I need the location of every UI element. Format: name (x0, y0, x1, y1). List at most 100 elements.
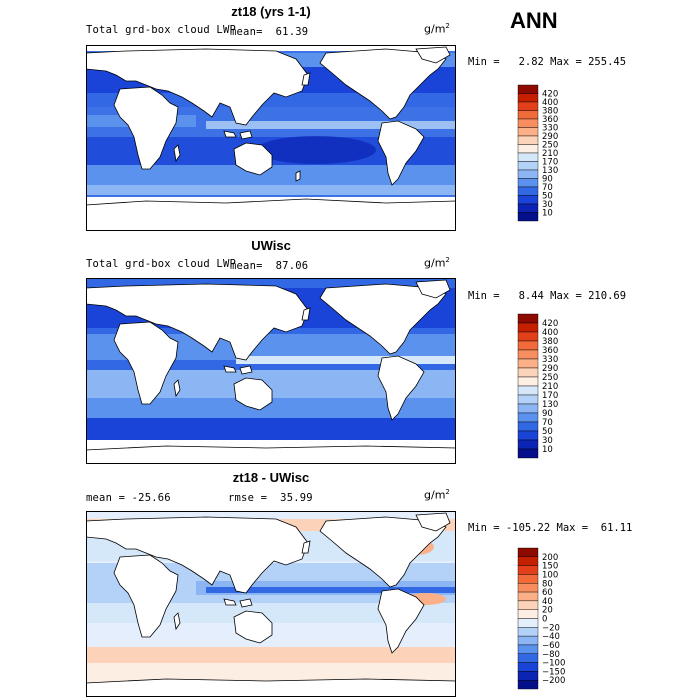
colorbar-swatch (517, 340, 539, 351)
colorbar-tick-label: 50 (542, 192, 553, 202)
colorbar-swatches-model (517, 84, 539, 222)
colorbar-swatch (517, 331, 539, 342)
colorbar-tick-label: 210 (542, 149, 558, 159)
minmax-label-diff: Min = -105.22 Max = 61.11 (468, 522, 633, 534)
colorbar-tick-label: 250 (542, 141, 558, 151)
mean-label-model: mean= 61.39 (230, 26, 309, 38)
colorbar-tick-label: 0 (542, 615, 547, 625)
colorbar-tick-label: −200 (542, 676, 565, 686)
colorbar-tick-label: 10 (542, 445, 553, 455)
colorbar-swatch (517, 662, 539, 672)
panel-title-model: zt18 (yrs 1-1) (231, 4, 311, 19)
units-label-model: g/m2 (424, 22, 450, 36)
panel-title-diff: zt18 - UWisc (232, 470, 310, 485)
panel-title-obs: UWisc (251, 238, 291, 253)
colorbar-swatch (517, 367, 539, 378)
colorbar-swatch (517, 618, 539, 628)
map-obs (86, 278, 456, 464)
colorbar-swatch (517, 349, 539, 360)
colorbar-tick-label: 130 (542, 166, 558, 176)
colorbar-tick-label: 170 (542, 158, 558, 168)
minmax-label-obs: Min = 8.44 Max = 210.69 (468, 290, 627, 302)
units-label-obs: g/m2 (424, 256, 450, 270)
colorbar-tick-label: 70 (542, 183, 553, 193)
colorbar-swatch (517, 101, 539, 111)
field-label-model: Total grd-box cloud LWP (86, 24, 236, 36)
colorbar-tick-label: 70 (542, 418, 553, 428)
colorbar-swatch (517, 358, 539, 369)
colorbar-swatch (517, 600, 539, 610)
colorbar-swatches-obs (517, 313, 539, 459)
colorbar-tick-label: 330 (542, 124, 558, 134)
colorbar-tick-label: 250 (542, 373, 558, 383)
colorbar-swatch (517, 591, 539, 602)
colorbar-tick-label: 100 (542, 570, 558, 580)
colorbar-swatch (517, 556, 539, 566)
colorbar-swatch (517, 439, 539, 450)
colorbar-swatch (517, 127, 539, 137)
colorbar-swatch (517, 186, 539, 196)
colorbar-tick-label: 210 (542, 382, 558, 392)
colorbar-tick-label: 290 (542, 364, 558, 374)
colorbar-swatch (517, 653, 539, 663)
colorbar-swatch (517, 118, 539, 128)
season-label: ANN (510, 8, 558, 33)
colorbar-swatch (517, 430, 539, 441)
colorbar-swatch (517, 195, 539, 205)
colorbar-tick-label: −80 (542, 650, 560, 660)
colorbar-swatch (517, 144, 539, 154)
colorbar-tick-label: −150 (542, 667, 565, 677)
colorbar-tick-label: 400 (542, 328, 558, 338)
colorbar-tick-label: 360 (542, 346, 558, 356)
colorbar-tick-label: 90 (542, 175, 553, 185)
colorbar-tick-label: −40 (542, 632, 560, 642)
colorbar-swatch (517, 203, 539, 213)
colorbar-swatch (517, 635, 539, 646)
mean-label-obs: mean= 87.06 (230, 260, 309, 272)
colorbar-swatch (517, 84, 539, 94)
colorbar-tick-label: 130 (542, 400, 558, 410)
colorbar-tick-label: 20 (542, 606, 553, 616)
colorbar-tick-label: 60 (542, 588, 553, 598)
colorbar-tick-label: 90 (542, 409, 553, 419)
field-label-obs: Total grd-box cloud LWP (86, 258, 236, 270)
colorbar-tick-label: 50 (542, 427, 553, 437)
colorbar-swatch (517, 627, 539, 637)
colorbar-swatch (517, 421, 539, 432)
units-label-diff: g/m2 (424, 488, 450, 502)
colorbar-tick-label: 330 (542, 355, 558, 365)
colorbar-swatch (517, 152, 539, 162)
colorbar-swatch (517, 385, 539, 396)
colorbar-tick-label: 360 (542, 115, 558, 125)
colorbar-tick-label: 400 (542, 98, 558, 108)
colorbar-tick-label: 30 (542, 200, 553, 210)
colorbar-swatch (517, 93, 539, 103)
colorbar-swatch (517, 574, 539, 584)
colorbar-swatch (517, 412, 539, 423)
colorbar-labels-diff: 200150100806040200−20−40−60−80−100−150−2… (542, 553, 565, 686)
colorbar-tick-label: 80 (542, 579, 553, 589)
colorbar-tick-label: −60 (542, 641, 560, 651)
colorbar-swatch (517, 135, 539, 145)
colorbar-tick-label: 290 (542, 132, 558, 142)
colorbar-swatch (517, 679, 539, 690)
colorbar-tick-label: 200 (542, 553, 558, 563)
colorbar-tick-label: 420 (542, 90, 558, 100)
diff-rmse-label: rmse = 35.99 (228, 492, 313, 504)
colorbar-tick-label: 30 (542, 436, 553, 446)
colorbar-swatch (517, 169, 539, 179)
colorbar-tick-label: 420 (542, 319, 558, 329)
colorbar-swatch (517, 403, 539, 414)
colorbar-swatch (517, 671, 539, 681)
colorbar-swatch (517, 547, 539, 558)
map-diff (86, 511, 456, 697)
colorbar-swatch (517, 583, 539, 593)
colorbar-swatch (517, 313, 539, 324)
colorbar-swatch (517, 322, 539, 333)
colorbar-swatch (517, 376, 539, 387)
colorbar-swatch (517, 565, 539, 575)
colorbar-swatches-diff (517, 547, 539, 690)
